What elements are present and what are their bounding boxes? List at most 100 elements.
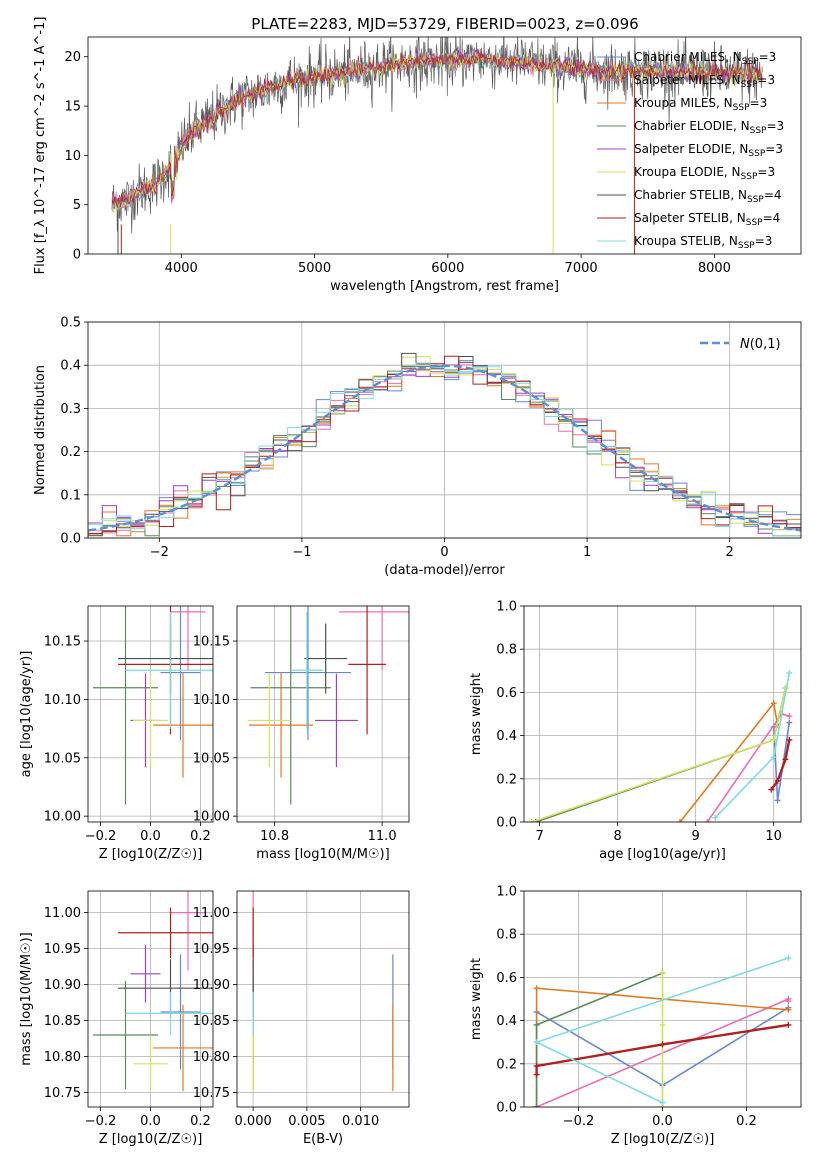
weight-line — [535, 687, 787, 822]
panel-6: 0.000 0.005 0.010 10.75 10.80 10.85 10.90 10.95… — [193, 890, 410, 1147]
x-tick-label: 6000 — [431, 261, 464, 276]
y-tick-label: 10.80 — [193, 1050, 230, 1065]
x-tick-label: 8000 — [698, 261, 731, 276]
x-tick-label: 10.8 — [260, 829, 289, 844]
x-axis-label: age [log10(age/yr)] — [599, 847, 726, 862]
legend-text: Chabrier STELIB, N — [634, 188, 747, 202]
plot-area — [252, 891, 394, 1093]
x-axis-label: (data-model)/error — [384, 563, 505, 578]
x-tick-label: 10 — [765, 829, 782, 844]
legend-subscript: SSP — [741, 172, 758, 182]
weight-line — [706, 713, 790, 822]
x-tick-label: 0.005 — [288, 1114, 325, 1129]
y-tick-label: 10 — [64, 149, 81, 164]
y-tick-label: 0.8 — [496, 643, 517, 658]
y-tick-label: 0.4 — [496, 729, 517, 744]
panel-3: 10.8 11.0 10.00 10.05 10.10 10.15 mass [log10(… — [193, 605, 410, 862]
x-tick-label: −0.2 — [85, 1114, 117, 1129]
y-tick-label: 0.6 — [496, 971, 517, 986]
legend-subscript: SSP — [747, 195, 764, 205]
y-tick-label: 1.0 — [496, 600, 517, 615]
legend-text: N — [740, 337, 750, 352]
spectrum-line — [111, 48, 763, 209]
y-axis-label: Normed distribution — [33, 365, 48, 495]
x-tick-label: 1 — [583, 545, 591, 560]
x-axis-label: E(B-V) — [303, 1132, 343, 1147]
x-tick-label: 0.2 — [736, 1114, 757, 1129]
plot-area — [528, 669, 793, 822]
legend-subscript: SSP — [742, 57, 759, 67]
y-tick-label: 11.00 — [193, 906, 230, 921]
y-tick-label: 10.00 — [44, 810, 81, 825]
legend-text: Salpeter ELODIE, N — [634, 142, 748, 156]
y-tick-label: 20 — [64, 50, 81, 65]
y-tick-label: 0.0 — [60, 532, 81, 547]
chart-title: PLATE=2283, MJD=53729, FIBERID=0023, z=0… — [251, 15, 638, 33]
y-tick-label: 10.85 — [44, 1014, 81, 1029]
y-tick-label: 0.8 — [496, 928, 517, 943]
legend-subscript: SSP — [746, 218, 763, 228]
y-tick-label: 0.2 — [496, 772, 517, 787]
y-tick-label: 10.75 — [44, 1086, 81, 1101]
y-tick-label: 10.85 — [193, 1014, 230, 1029]
legend-entry: Chabrier ELODIE, NSSP=3 — [634, 119, 784, 136]
x-tick-label: −1 — [292, 545, 311, 560]
legend-entry: N(0,1) — [740, 337, 781, 352]
legend-text: Chabrier ELODIE, N — [634, 119, 750, 133]
y-tick-label: 0.1 — [60, 488, 81, 503]
plot-area — [533, 954, 792, 1107]
legend-text: =3 — [755, 234, 773, 248]
y-tick-label: 0.0 — [496, 1101, 517, 1116]
x-tick-label: 0.000 — [235, 1114, 272, 1129]
x-axis-label: mass [log10(M/M☉)] — [256, 847, 389, 862]
y-axis-label: mass [log10(M/M☉)] — [19, 932, 34, 1065]
y-tick-label: 0.4 — [496, 1014, 517, 1029]
x-tick-label: 0.0 — [652, 1114, 673, 1129]
legend-entry: Salpeter ELODIE, NSSP=3 — [634, 142, 783, 159]
legend-text: =3 — [757, 165, 775, 179]
legend-entry: Salpeter MILES, NSSP=3 — [634, 73, 775, 90]
y-tick-label: 0.5 — [60, 316, 81, 331]
x-tick-label: 11.0 — [368, 829, 397, 844]
legend-text: Salpeter STELIB, N — [634, 211, 746, 225]
plot-area — [93, 606, 213, 805]
panel-4: 7 8 9 10 0.0 0.2 0.4 0.6 0.8 1.0 age [log10(age/yr… — [469, 600, 802, 862]
y-axis-label: age [log10(age/yr)] — [19, 651, 34, 778]
y-tick-label: 10.10 — [193, 693, 230, 708]
legend-text: Kroupa ELODIE, N — [634, 165, 741, 179]
y-tick-label: 11.00 — [44, 906, 81, 921]
x-tick-label: 8 — [613, 829, 621, 844]
y-tick-label: 10.00 — [193, 810, 230, 825]
panel-5: −0.2 0.0 0.2 10.75 10.80 10.85 10.90 10.95 11.00… — [19, 890, 214, 1147]
x-tick-label: −0.2 — [85, 829, 117, 844]
y-tick-label: 10.75 — [193, 1086, 230, 1101]
axes-frame — [523, 605, 802, 823]
legend-text: =3 — [765, 142, 783, 156]
legend-entry: Chabrier STELIB, NSSP=4 — [634, 188, 782, 205]
x-tick-label: 0.2 — [190, 829, 211, 844]
x-tick-label: 0.2 — [190, 1114, 211, 1129]
x-tick-label: 4000 — [165, 261, 198, 276]
y-tick-label: 0.6 — [496, 686, 517, 701]
legend-text: =3 — [766, 119, 784, 133]
x-tick-label: 7 — [535, 829, 543, 844]
y-tick-label: 10.90 — [44, 978, 81, 993]
legend-subscript: SSP — [738, 241, 755, 251]
y-tick-label: 10.95 — [44, 942, 81, 957]
y-tick-label: 15 — [64, 100, 81, 115]
legend-text: (0,1) — [750, 337, 781, 352]
panel-7: −0.2 0.0 0.2 0.0 0.2 0.4 0.6 0.8 1.0 Z [log10(Z/Z… — [469, 885, 802, 1147]
y-tick-label: 10.10 — [44, 693, 81, 708]
legend-subscript: SSP — [748, 149, 765, 159]
y-axis-label: mass weight — [469, 673, 484, 755]
y-tick-label: 1.0 — [496, 885, 517, 900]
legend-subscript: SSP — [750, 126, 767, 136]
weight-line — [535, 1023, 789, 1075]
y-tick-label: 10.90 — [193, 978, 230, 993]
x-tick-label: 7000 — [565, 261, 598, 276]
legend-text: =4 — [763, 211, 781, 225]
histogram-step — [88, 362, 801, 537]
x-tick-label: 5000 — [298, 261, 331, 276]
x-tick-label: 2 — [726, 545, 734, 560]
